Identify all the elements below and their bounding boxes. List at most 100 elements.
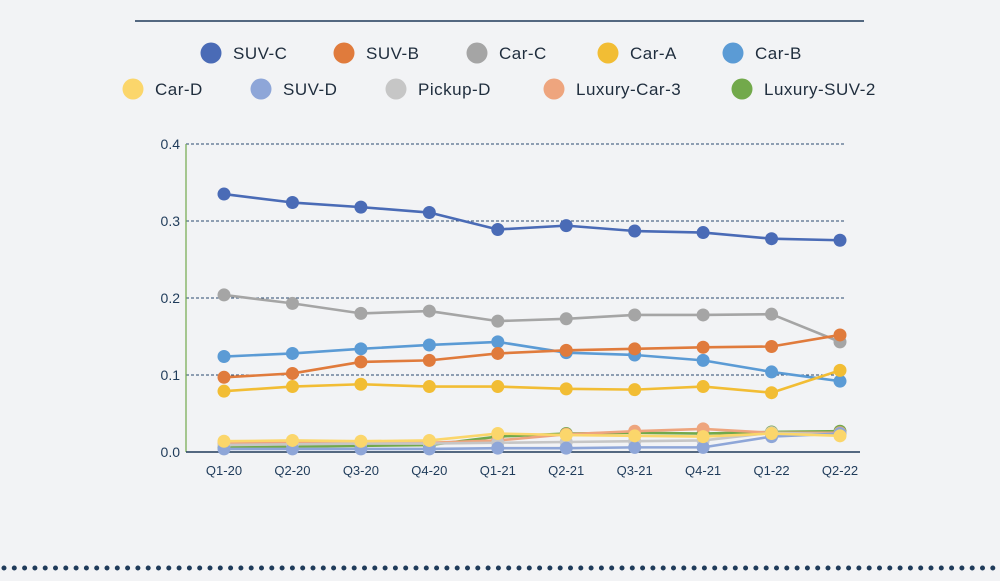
legend-marker: [385, 78, 407, 100]
data-point: [354, 200, 368, 214]
data-point: [628, 342, 642, 356]
data-point: [765, 365, 779, 379]
data-point: [217, 370, 231, 384]
data-point: [628, 429, 642, 443]
data-point: [285, 296, 299, 310]
data-point: [696, 430, 710, 444]
gridlines: [186, 143, 845, 376]
y-tick-label: 0.0: [161, 444, 181, 460]
series-line: [223, 369, 841, 395]
x-tick-label: Q2-20: [274, 463, 310, 478]
x-tick-label: Q2-21: [548, 463, 584, 478]
x-tick-label: Q3-20: [343, 463, 379, 478]
legend-label: Pickup-D: [418, 80, 491, 99]
data-point: [422, 433, 436, 447]
series-line: [223, 293, 841, 344]
series-suv-c: [217, 187, 847, 247]
data-point: [696, 226, 710, 240]
data-point: [285, 380, 299, 394]
legend-item-car-b: Car-B: [722, 42, 802, 64]
x-tick-label: Q3-21: [617, 463, 653, 478]
data-point: [422, 353, 436, 367]
x-tick-label: Q1-20: [206, 463, 242, 478]
legend-label: Car-D: [155, 80, 203, 99]
legend-label: SUV-B: [366, 44, 420, 63]
series-line: [223, 431, 841, 447]
data-point: [422, 380, 436, 394]
series-line: [224, 432, 841, 451]
data-point: [217, 350, 231, 364]
data-point: [559, 441, 573, 455]
data-point: [217, 288, 231, 302]
data-point: [491, 441, 505, 455]
data-point: [491, 222, 505, 236]
data-point: [628, 308, 642, 322]
legend: SUV-C SUV-B Car-C Car-A Car-B Car-D SUV-D Picku…: [122, 42, 876, 100]
data-point: [422, 304, 436, 318]
data-point: [422, 338, 436, 352]
plot-area: [217, 187, 847, 456]
series-car-c: [217, 288, 847, 349]
data-point: [285, 196, 299, 210]
data-point: [696, 380, 710, 394]
data-point: [285, 433, 299, 447]
legend-item-suv-b: SUV-B: [333, 42, 420, 64]
data-point: [833, 429, 847, 443]
legend-marker: [250, 78, 272, 100]
legend-label: Luxury-Car-3: [576, 80, 681, 99]
legend-marker: [466, 42, 488, 64]
legend-label: Car-A: [630, 44, 677, 63]
data-point: [491, 346, 505, 360]
series-suv-b: [217, 328, 847, 384]
data-point: [491, 427, 505, 441]
data-point: [559, 312, 573, 326]
series-line: [223, 192, 841, 242]
data-point: [491, 335, 505, 349]
y-tick-label: 0.1: [161, 367, 181, 383]
data-point: [217, 434, 231, 448]
legend-label: Car-C: [499, 44, 547, 63]
data-point: [628, 224, 642, 238]
data-point: [217, 187, 231, 201]
data-point: [285, 366, 299, 380]
data-point: [354, 306, 368, 320]
data-point: [696, 353, 710, 367]
x-tick-label: Q2-22: [822, 463, 858, 478]
data-point: [559, 219, 573, 233]
data-point: [491, 314, 505, 328]
legend-item-car-a: Car-A: [597, 42, 677, 64]
x-tick-label: Q4-20: [411, 463, 447, 478]
series-line: [223, 432, 841, 443]
data-point: [833, 328, 847, 342]
data-point: [833, 233, 847, 247]
legend-label: Luxury-SUV-2: [764, 80, 876, 99]
legend-marker: [597, 42, 619, 64]
legend-marker: [543, 78, 565, 100]
x-tick-label: Q1-21: [480, 463, 516, 478]
legend-item-car-c: Car-C: [466, 42, 547, 64]
data-point: [696, 340, 710, 354]
x-axis: Q1-20 Q2-20 Q3-20 Q4-20 Q1-21 Q2-21 Q3-21 Q4-21…: [186, 451, 860, 478]
series-car-a: [217, 363, 847, 400]
series-car-d: [217, 427, 847, 448]
data-point: [628, 383, 642, 397]
legend-label: Car-B: [755, 44, 802, 63]
data-point: [354, 342, 368, 356]
y-tick-label: 0.2: [161, 290, 181, 306]
y-tick-label: 0.3: [161, 213, 181, 229]
data-point: [217, 384, 231, 398]
legend-item-luxury-car-3: Luxury-Car-3: [543, 78, 681, 100]
data-point: [354, 377, 368, 391]
legend-item-luxury-suv-2: Luxury-SUV-2: [731, 78, 876, 100]
data-point: [559, 428, 573, 442]
legend-item-suv-d: SUV-D: [250, 78, 337, 100]
legend-label: SUV-D: [283, 80, 337, 99]
x-tick-label: Q4-21: [685, 463, 721, 478]
legend-marker: [731, 78, 753, 100]
data-point: [696, 440, 710, 454]
data-point: [285, 346, 299, 360]
legend-item-pickup-d: Pickup-D: [385, 78, 491, 100]
series-car-b: [217, 335, 847, 388]
series-line: [223, 333, 841, 379]
